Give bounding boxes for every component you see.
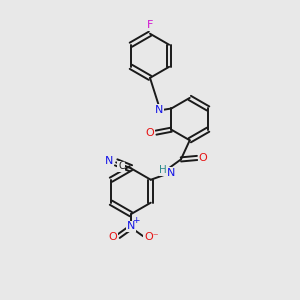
Text: C: C [118,161,125,171]
Text: O⁻: O⁻ [144,232,159,242]
Text: O: O [146,128,154,138]
Text: N: N [167,168,175,178]
Text: H: H [159,165,167,175]
Text: O: O [199,153,207,163]
Text: N: N [105,156,113,166]
Text: N: N [154,105,163,115]
Text: N: N [127,221,135,231]
Text: +: + [132,217,140,226]
Text: O: O [108,232,117,242]
Text: F: F [147,20,153,31]
